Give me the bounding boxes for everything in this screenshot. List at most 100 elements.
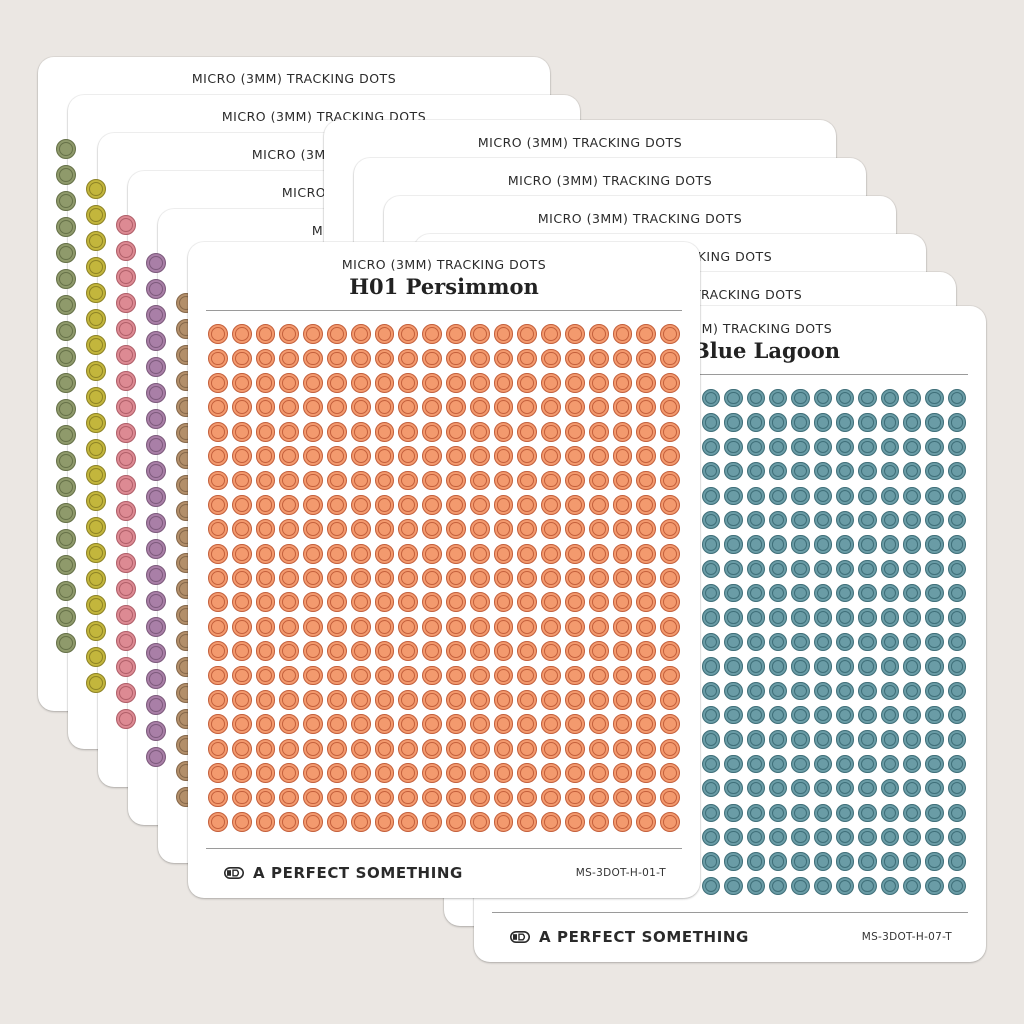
tracking-dot (279, 494, 300, 515)
tracking-dot (422, 811, 442, 832)
tracking-dot (446, 787, 466, 808)
tracking-dot (255, 616, 276, 637)
tracking-dot (588, 763, 609, 783)
tracking-dot (374, 494, 395, 515)
tracking-dot (469, 714, 490, 735)
tracking-dot (925, 462, 944, 481)
tracking-dot (702, 657, 721, 676)
tracking-dot (116, 605, 136, 625)
tracking-dot (493, 616, 514, 637)
dot-column-pink (114, 212, 136, 732)
tracking-dot (146, 357, 166, 377)
tracking-dot (493, 763, 514, 783)
tracking-dot (56, 451, 76, 471)
tracking-dot (660, 811, 680, 832)
tracking-dot (327, 373, 347, 393)
tracking-dot (517, 519, 538, 540)
tracking-dot (813, 876, 832, 895)
tracking-dot (398, 616, 419, 637)
tracking-dot (746, 437, 765, 457)
tracking-dot (791, 584, 810, 603)
tracking-dot (925, 413, 944, 432)
tracking-dot (350, 470, 371, 491)
tracking-dot (565, 543, 585, 564)
tracking-dot (398, 421, 419, 442)
tracking-dot (588, 690, 609, 710)
tracking-dot (327, 616, 347, 637)
tracking-dot (903, 730, 922, 749)
tracking-dot (947, 437, 966, 457)
tracking-dot (660, 787, 680, 808)
tracking-dot (858, 730, 877, 749)
tracking-dot (350, 421, 371, 442)
tracking-dot (565, 763, 585, 783)
tracking-dot (791, 876, 810, 895)
tracking-dot (612, 811, 633, 832)
tracking-dot (769, 559, 788, 579)
tracking-dot (541, 787, 561, 808)
tracking-dot (947, 803, 966, 822)
tracking-dot (702, 437, 721, 457)
tracking-dot (350, 641, 371, 662)
tracking-dot (279, 738, 300, 759)
tracking-dot (327, 446, 347, 466)
sku-code: MS-3DOT-H-01-T (575, 867, 666, 879)
tracking-dot (660, 324, 680, 345)
tracking-dot (493, 665, 514, 686)
tracking-dot (86, 465, 106, 485)
tracking-dot (565, 714, 585, 735)
tracking-dot (769, 535, 788, 554)
dot-grid-persimmon (206, 322, 682, 834)
tracking-dot (612, 568, 633, 588)
tracking-dot (791, 852, 810, 871)
tracking-dot (255, 641, 276, 662)
tracking-dot (836, 632, 855, 652)
tracking-dot (836, 510, 855, 530)
tracking-dot (791, 754, 810, 774)
tracking-dot (636, 568, 657, 588)
tracking-dot (56, 165, 76, 185)
tracking-dot (374, 787, 395, 808)
tracking-dot (588, 543, 609, 564)
tracking-dot (255, 446, 276, 466)
dot-column-purple (144, 250, 166, 770)
tracking-dot (208, 641, 228, 662)
tracking-dot (116, 657, 136, 677)
tracking-dot (636, 324, 657, 345)
tracking-dot (769, 510, 788, 530)
tracking-dot (791, 632, 810, 652)
tracking-dot (469, 494, 490, 515)
tracking-dot (493, 543, 514, 564)
tracking-dot (612, 738, 633, 759)
tracking-dot (374, 397, 395, 418)
tracking-dot (517, 470, 538, 491)
tracking-dot (903, 657, 922, 676)
tracking-dot (493, 348, 514, 369)
tracking-dot (327, 665, 347, 686)
tracking-dot (858, 510, 877, 530)
tracking-dot (636, 787, 657, 808)
tracking-dot (880, 535, 899, 554)
tracking-dot (724, 437, 743, 457)
tracking-dot (565, 470, 585, 491)
tracking-dot (422, 665, 442, 686)
tracking-dot (208, 324, 228, 345)
tracking-dot (565, 446, 585, 466)
tracking-dot (791, 779, 810, 798)
tracking-dot (858, 437, 877, 457)
tracking-dot (350, 568, 371, 588)
tracking-dot (279, 543, 300, 564)
tracking-dot (231, 641, 252, 662)
tracking-dot (422, 714, 442, 735)
tracking-dot (769, 584, 788, 603)
tracking-dot (208, 714, 228, 735)
tracking-dot (303, 641, 323, 662)
tracking-dot (903, 535, 922, 554)
tracking-dot (446, 470, 466, 491)
tracking-dot (612, 348, 633, 369)
tracking-dot (469, 543, 490, 564)
tracking-dot (350, 592, 371, 613)
tracking-dot (517, 690, 538, 710)
tracking-dot (469, 763, 490, 783)
tracking-dot (880, 657, 899, 676)
